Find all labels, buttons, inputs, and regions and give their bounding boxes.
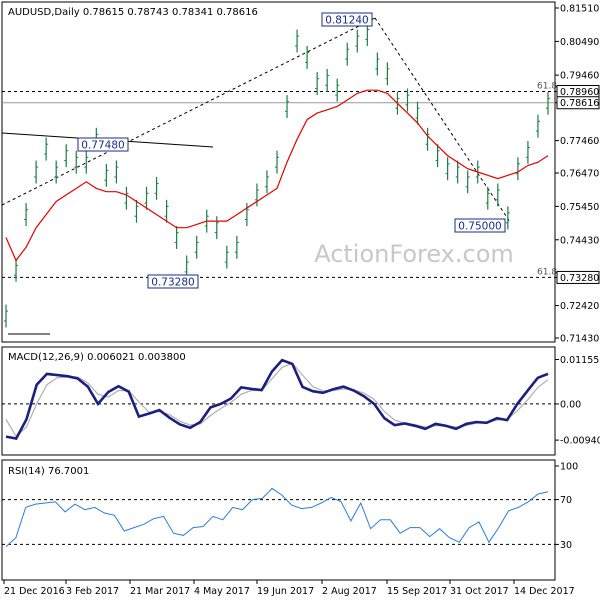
x-tick-label: 21 Mar 2017 [130,586,190,597]
watermark: ActionForex.com [314,240,514,268]
rsi-y-label: 30 [560,540,572,551]
price-y-label: 0.74430 [560,235,599,246]
price-layer: 61.8 61.8 0.81240 0.77480 0.75000 0.73280 [1,12,557,335]
price-y-label: 0.75450 [560,202,599,213]
rsi-y-label: 70 [560,495,572,506]
price-y-label: 0.78616 [560,98,599,109]
macd-layer [2,358,555,440]
price-y-label: 0.72420 [560,301,599,312]
moving-average-line [5,89,549,262]
annotation-box [77,137,129,152]
macd-y-label: -0.009408 [560,436,600,447]
x-tick-label: 2 Aug 2017 [322,586,377,597]
price-y-label: 0.78960 [560,87,599,98]
annotation-box [147,274,199,289]
x-tick-label: 14 Dec 2017 [514,586,575,597]
x-tick-label: 21 Dec 2016 [4,586,65,597]
price-y-label: 0.76470 [560,169,599,180]
price-y-label: 0.71430 [560,334,599,345]
fib-label: 61.8 [537,81,557,91]
rsi-y-label: 100 [560,462,578,473]
price-tag-box [556,96,600,110]
price-y-label: 0.79460 [560,71,599,82]
price-panel-frame [1,1,556,343]
x-tick-label: 3 Feb 2017 [66,586,119,597]
rsi-layer [2,487,555,547]
price-y-label: 0.81510 [560,4,599,15]
annotation-box [321,12,373,27]
annotation-label: 0.73280 [151,277,194,289]
rsi-title: RSI(14) 76.7001 [8,466,89,477]
macd-y-label: 0.01155 [560,355,599,366]
annotation-label: 0.75000 [458,221,501,233]
fib-label: 61.8 [537,267,557,277]
x-tick-label: 19 Jun 2017 [257,586,314,597]
x-tick-label: 4 May 2017 [194,586,250,597]
x-tick-label: 31 Oct 2017 [450,586,509,597]
trendline [374,17,511,223]
annotation-label: 0.81240 [325,15,368,27]
price-y-label: 0.73280 [560,273,599,284]
price-y-label: 0.80490 [560,37,599,48]
rsi-panel-frame [1,459,556,581]
rsi-line [5,487,549,547]
price-y-label: 0.77460 [560,136,599,147]
macd-y-label: 0.00 [560,399,581,410]
price-title: AUDUSD,Daily 0.78615 0.78743 0.78341 0.7… [8,7,258,18]
macd-line [5,358,549,440]
price-tag-box [556,270,600,284]
annotation-box [454,218,506,233]
x-tick-label: 15 Sep 2017 [387,586,447,597]
annotation-label: 0.77480 [81,140,124,152]
macd-title: MACD(12,26,9) 0.006021 0.003800 [8,352,186,363]
